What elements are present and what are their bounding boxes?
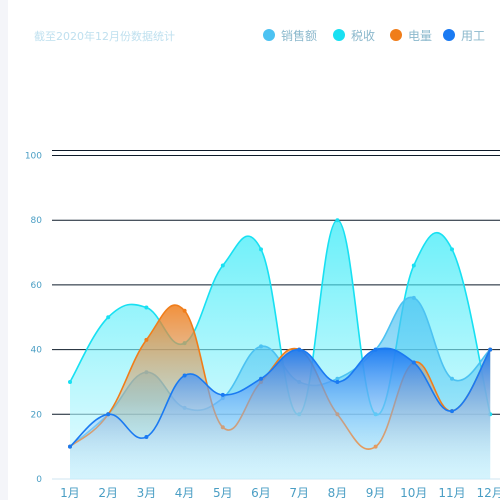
- series-point-4: [220, 392, 225, 397]
- series-point-4: [182, 373, 187, 378]
- series-point-4: [106, 412, 111, 417]
- y-tick-label: 40: [31, 346, 43, 356]
- legend-marker: [390, 29, 402, 41]
- series-point-2: [106, 315, 111, 320]
- series-point-1: [411, 295, 416, 300]
- legend-marker: [443, 29, 455, 41]
- series-point-1: [450, 376, 454, 381]
- x-tick-label: 6月: [251, 486, 271, 500]
- series-point-2: [259, 247, 263, 252]
- series-point-4: [297, 347, 302, 352]
- legend-label: 用工: [461, 28, 486, 43]
- legend-item[interactable]: 用工: [443, 27, 485, 43]
- legend-label: 销售额: [281, 28, 318, 43]
- series-point-4: [373, 347, 378, 352]
- series-point-4: [488, 347, 493, 352]
- chart-subtitle: 截至2020年12月份数据统计: [34, 30, 175, 43]
- y-tick-label: 20: [31, 410, 43, 420]
- series-point-2: [411, 263, 416, 268]
- x-tick-label: 1月: [60, 486, 80, 500]
- x-tick-label: 11月: [438, 486, 465, 500]
- legend-label: 电量: [408, 28, 433, 43]
- series-point-1: [259, 344, 263, 349]
- legend-item[interactable]: 税收: [333, 27, 375, 43]
- x-tick-label: 2月: [98, 486, 118, 500]
- series-point-3: [144, 337, 149, 342]
- x-tick-label: 5月: [213, 486, 233, 500]
- y-tick-label: 100: [25, 152, 42, 162]
- series-point-4: [335, 379, 340, 384]
- x-tick-label: 7月: [289, 486, 309, 500]
- series-point-1: [335, 376, 340, 381]
- series-area-4: [70, 348, 491, 479]
- x-tick-label: 8月: [328, 486, 348, 500]
- x-tick-label: 9月: [366, 486, 386, 500]
- series-point-4: [411, 360, 416, 365]
- x-tick-label: 10月: [400, 486, 427, 500]
- series-point-2: [144, 305, 149, 310]
- series-line-4: [69, 347, 491, 448]
- series-point-4: [450, 409, 454, 414]
- legend-marker: [263, 29, 275, 41]
- series-point-4: [144, 434, 149, 439]
- series-point-4: [68, 444, 72, 449]
- x-tick-label: 4月: [175, 486, 195, 500]
- y-tick-label: 60: [31, 281, 43, 291]
- series-point-3: [182, 308, 187, 313]
- series-point-2: [450, 247, 454, 252]
- x-tick-label: 3月: [137, 486, 157, 500]
- y-tick-label: 80: [31, 216, 43, 226]
- legend-item[interactable]: 电量: [390, 27, 432, 43]
- legend-item[interactable]: 销售额: [263, 27, 317, 43]
- y-tick-label: 0: [36, 475, 42, 485]
- legend-marker: [333, 29, 345, 41]
- legend-label: 税收: [351, 28, 376, 43]
- series-point-4: [259, 376, 263, 381]
- series-point-2: [220, 263, 225, 268]
- series-point-2: [335, 218, 340, 223]
- series-point-2: [68, 379, 72, 384]
- x-tick-label: 12月: [477, 486, 500, 500]
